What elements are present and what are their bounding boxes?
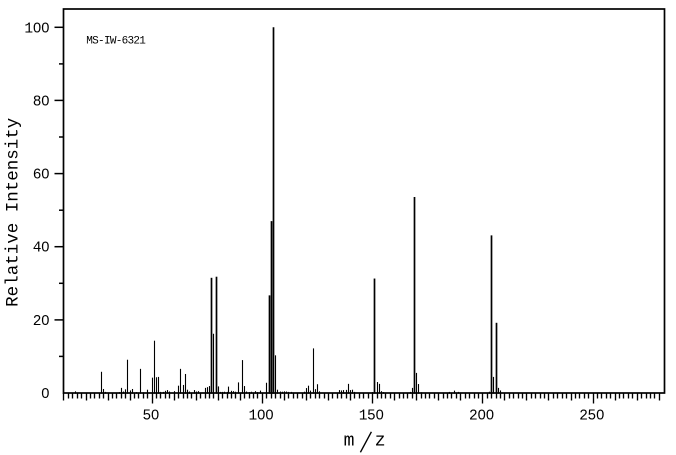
svg-text:0: 0 xyxy=(41,387,49,403)
svg-text:60: 60 xyxy=(33,168,50,184)
svg-text:z: z xyxy=(375,432,386,452)
svg-text:40: 40 xyxy=(33,241,50,257)
svg-text:m: m xyxy=(344,432,355,452)
svg-text:MS-IW-6321: MS-IW-6321 xyxy=(86,36,146,48)
svg-text:50: 50 xyxy=(142,408,159,424)
svg-text:150: 150 xyxy=(359,408,384,424)
svg-text:100: 100 xyxy=(249,408,274,424)
svg-text:200: 200 xyxy=(469,408,494,424)
svg-text:100: 100 xyxy=(24,21,49,37)
svg-text:20: 20 xyxy=(33,314,50,330)
svg-text:80: 80 xyxy=(33,94,50,110)
svg-text:Relative Intensity: Relative Intensity xyxy=(4,118,24,307)
svg-text:250: 250 xyxy=(579,408,604,424)
